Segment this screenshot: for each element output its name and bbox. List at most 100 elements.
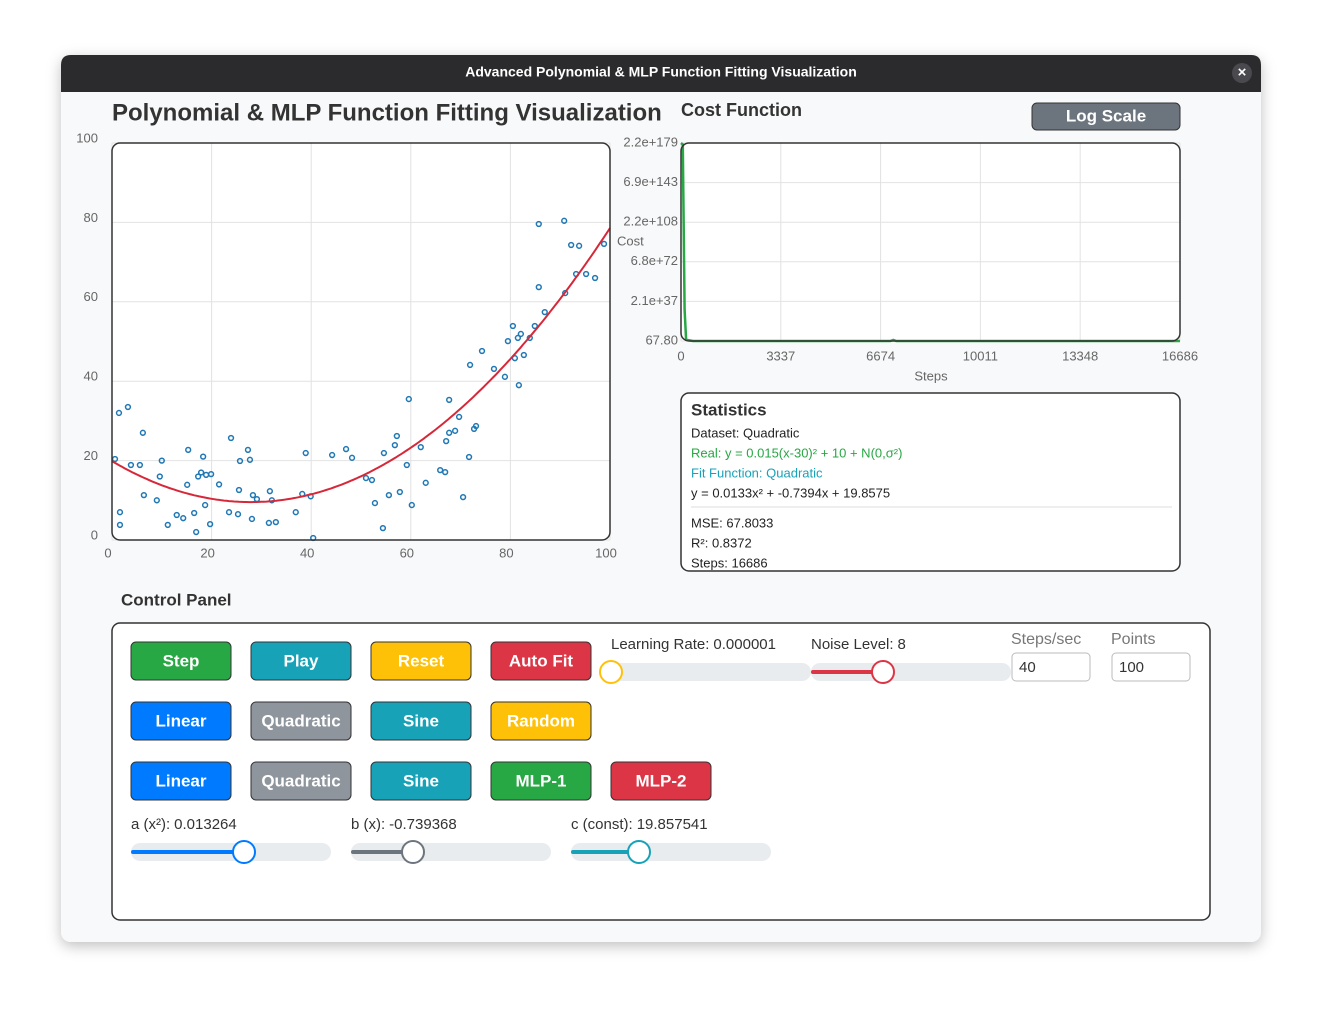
button[interactable]: Reset bbox=[370, 641, 472, 681]
slider[interactable] bbox=[811, 660, 1011, 684]
x-tick-label: 3337 bbox=[766, 348, 795, 363]
button[interactable]: MLP-1 bbox=[490, 761, 592, 801]
data-point bbox=[348, 454, 356, 461]
data-point bbox=[302, 449, 309, 457]
data-point bbox=[124, 403, 132, 411]
statistics-line: MSE: 67.8033 bbox=[691, 515, 773, 530]
button-label[interactable]: Random bbox=[507, 711, 575, 730]
button-label[interactable]: Sine bbox=[403, 771, 439, 790]
data-point bbox=[391, 441, 399, 449]
data-point bbox=[116, 509, 124, 516]
button[interactable]: Linear bbox=[130, 701, 232, 741]
button[interactable]: Linear bbox=[130, 761, 232, 801]
number-input[interactable]: 40 bbox=[1011, 652, 1091, 682]
slider[interactable] bbox=[599, 660, 811, 684]
slider-fill bbox=[571, 850, 639, 854]
y-axis-label: Cost bbox=[617, 233, 644, 248]
button[interactable]: Auto Fit bbox=[490, 641, 592, 681]
input-value[interactable]: 100 bbox=[1119, 659, 1144, 676]
slider-label: Noise Level: 8 bbox=[811, 636, 906, 653]
data-point bbox=[193, 528, 200, 536]
data-point bbox=[207, 470, 215, 478]
data-point bbox=[455, 413, 463, 421]
x-tick-label: 13348 bbox=[1062, 348, 1098, 363]
data-point bbox=[292, 509, 299, 516]
input-label: Points bbox=[1111, 631, 1155, 648]
data-point bbox=[459, 493, 467, 501]
slider-thumb[interactable] bbox=[599, 660, 623, 684]
y-tick-label: 6.8e+72 bbox=[631, 253, 678, 268]
button[interactable]: Sine bbox=[370, 761, 472, 801]
button[interactable]: Sine bbox=[370, 701, 472, 741]
button-bg bbox=[370, 641, 472, 681]
slider[interactable] bbox=[351, 840, 551, 864]
button-label[interactable]: Reset bbox=[398, 651, 445, 670]
value: 19.857541 bbox=[637, 816, 708, 833]
button-label[interactable]: Quadratic bbox=[261, 771, 340, 790]
button-label[interactable]: MLP-2 bbox=[636, 771, 687, 790]
data-point bbox=[362, 474, 370, 482]
button-label[interactable]: Play bbox=[284, 651, 320, 670]
data-point bbox=[422, 479, 429, 486]
number-input[interactable]: 100 bbox=[1111, 652, 1191, 682]
plot-border bbox=[680, 142, 1181, 342]
button[interactable]: Quadratic bbox=[250, 761, 352, 801]
button-label[interactable]: Linear bbox=[155, 711, 206, 730]
data-point bbox=[582, 270, 590, 278]
data-point bbox=[535, 283, 542, 291]
button-bg bbox=[490, 701, 592, 741]
input-value[interactable]: 40 bbox=[1019, 659, 1036, 676]
button-label[interactable]: Linear bbox=[155, 771, 206, 790]
button-label[interactable]: Auto Fit bbox=[509, 651, 574, 670]
y-tick-label: 2.2e+108 bbox=[623, 214, 678, 229]
button-label[interactable]: Sine bbox=[403, 711, 439, 730]
value: 0.000001 bbox=[713, 636, 776, 653]
data-point bbox=[236, 457, 244, 465]
button[interactable]: MLP-2 bbox=[610, 761, 712, 801]
data-point bbox=[466, 361, 474, 369]
button-label[interactable]: MLP-1 bbox=[516, 771, 567, 790]
slider-thumb[interactable] bbox=[871, 660, 895, 684]
slider-thumb[interactable] bbox=[401, 840, 425, 864]
slider-thumb[interactable] bbox=[232, 840, 256, 864]
slider-label: c (const): 19.857541 bbox=[571, 816, 708, 833]
data-point bbox=[195, 473, 202, 480]
slider[interactable] bbox=[571, 840, 771, 864]
chart-title: Polynomial & MLP Function Fitting Visual… bbox=[112, 99, 662, 126]
data-point bbox=[472, 422, 480, 430]
input-box bbox=[1011, 652, 1091, 682]
slider-thumb[interactable] bbox=[627, 840, 651, 864]
value: 0.013264 bbox=[174, 816, 237, 833]
data-point bbox=[405, 395, 412, 403]
y-tick-label: 20 bbox=[84, 448, 98, 463]
button-label[interactable]: Quadratic bbox=[261, 711, 340, 730]
close-icon[interactable]: × bbox=[1238, 64, 1247, 81]
data-point bbox=[478, 347, 486, 355]
data-point bbox=[403, 461, 410, 469]
button[interactable]: Random bbox=[490, 701, 592, 741]
button-label[interactable]: Step bbox=[163, 651, 200, 670]
data-point bbox=[445, 396, 453, 404]
data-point bbox=[225, 509, 233, 516]
x-tick-label: 0 bbox=[677, 348, 684, 363]
data-point bbox=[201, 501, 209, 509]
button-label[interactable]: Log Scale bbox=[1066, 106, 1146, 125]
data-point bbox=[368, 476, 376, 484]
button[interactable]: Play bbox=[250, 641, 352, 681]
data-point bbox=[568, 241, 575, 249]
slider-track bbox=[571, 843, 771, 861]
data-point bbox=[116, 521, 124, 529]
x-tick-label: 60 bbox=[400, 545, 414, 560]
button-bg bbox=[610, 761, 712, 801]
statistics-line: R²: 0.8372 bbox=[691, 535, 752, 550]
slider[interactable] bbox=[131, 840, 331, 864]
data-point bbox=[561, 217, 568, 224]
data-point bbox=[328, 451, 336, 459]
close-button[interactable]: × bbox=[1232, 63, 1252, 83]
data-point bbox=[246, 456, 254, 463]
button[interactable]: Step bbox=[130, 641, 232, 681]
statistics-line: Steps: 16686 bbox=[691, 555, 768, 570]
log-scale-button[interactable]: Log Scale bbox=[1031, 102, 1181, 131]
button[interactable]: Quadratic bbox=[250, 701, 352, 741]
